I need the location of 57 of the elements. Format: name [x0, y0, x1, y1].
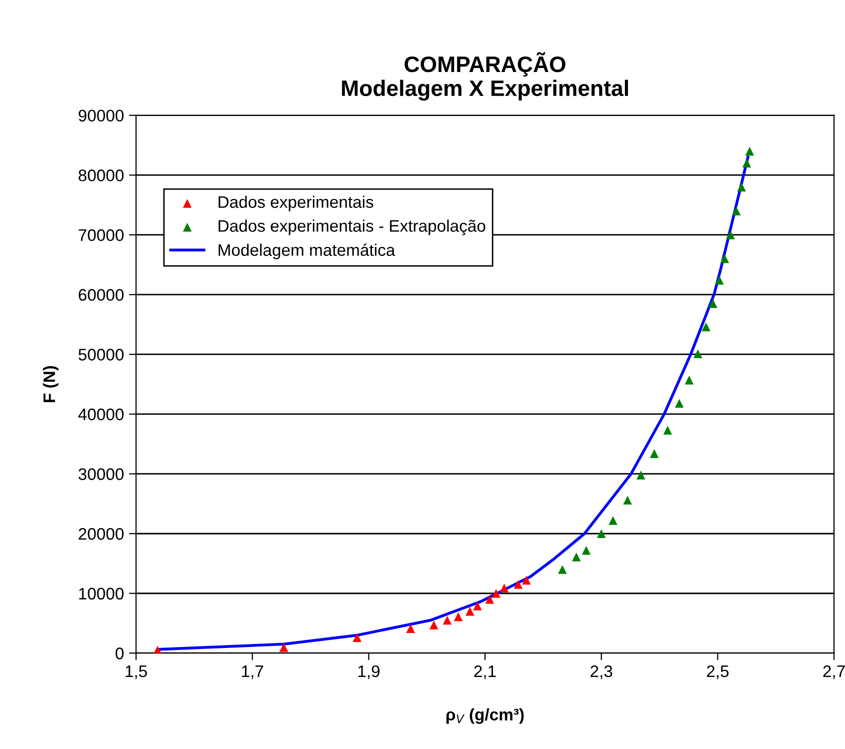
point	[684, 376, 694, 384]
x-tick-label: 2,7	[823, 665, 845, 680]
point	[492, 588, 500, 598]
point	[500, 584, 509, 592]
y-tick-label: 80000	[78, 170, 124, 182]
point	[636, 470, 646, 480]
y-tick-label: 60000	[78, 289, 124, 301]
point	[572, 552, 581, 562]
point	[674, 398, 684, 408]
y-tick-label: 70000	[78, 229, 124, 242]
point	[352, 633, 362, 642]
point	[442, 616, 452, 625]
point	[720, 254, 730, 264]
point	[702, 322, 710, 332]
x-tick-label: 2,5	[706, 665, 729, 680]
x-tick-label: 1,7	[242, 666, 264, 680]
y-axis-title: F (N)	[42, 366, 58, 402]
point	[514, 580, 523, 589]
point	[454, 612, 463, 622]
x-axis-title: ρ$_{V}$ (g/cm³)	[446, 708, 524, 724]
point	[429, 620, 438, 630]
point	[406, 624, 415, 634]
y-tick-label: 10000	[79, 588, 124, 600]
x-tick-label: 1,5	[126, 666, 147, 680]
legend-label: Dados experimentais	[218, 196, 374, 212]
point	[745, 146, 754, 156]
point	[623, 496, 632, 505]
y-tick-label: 30000	[78, 468, 124, 480]
y-tick-label: 90000	[78, 110, 124, 122]
point	[715, 276, 724, 285]
point	[663, 426, 672, 435]
point	[726, 230, 735, 240]
point	[522, 576, 531, 585]
x-tick-label: 1,9	[358, 665, 380, 680]
point	[742, 158, 752, 168]
y-tick-label: 0	[116, 648, 124, 660]
x-tick-label: 2,3	[590, 665, 612, 680]
legend-label: Dados experimentais - Extrapolação	[218, 220, 486, 236]
legend-label: Modelagem matemática	[218, 244, 396, 260]
point	[708, 299, 718, 308]
point	[279, 643, 288, 652]
point	[596, 529, 606, 538]
y-tick-label: 50000	[78, 348, 124, 361]
point	[473, 602, 482, 610]
point	[650, 449, 659, 458]
x-tick-label: 2,1	[474, 665, 496, 680]
point	[485, 594, 494, 604]
point	[694, 349, 702, 358]
point	[737, 182, 746, 192]
point	[582, 546, 591, 555]
y-tick-label: 20000	[78, 528, 124, 540]
point	[608, 516, 618, 525]
point	[466, 606, 474, 616]
point	[732, 206, 741, 216]
y-tick-label: 40000	[78, 408, 124, 420]
point	[558, 565, 567, 574]
chart-title: COMPARAÇÃO Modelagem X Experimental	[342, 52, 628, 101]
